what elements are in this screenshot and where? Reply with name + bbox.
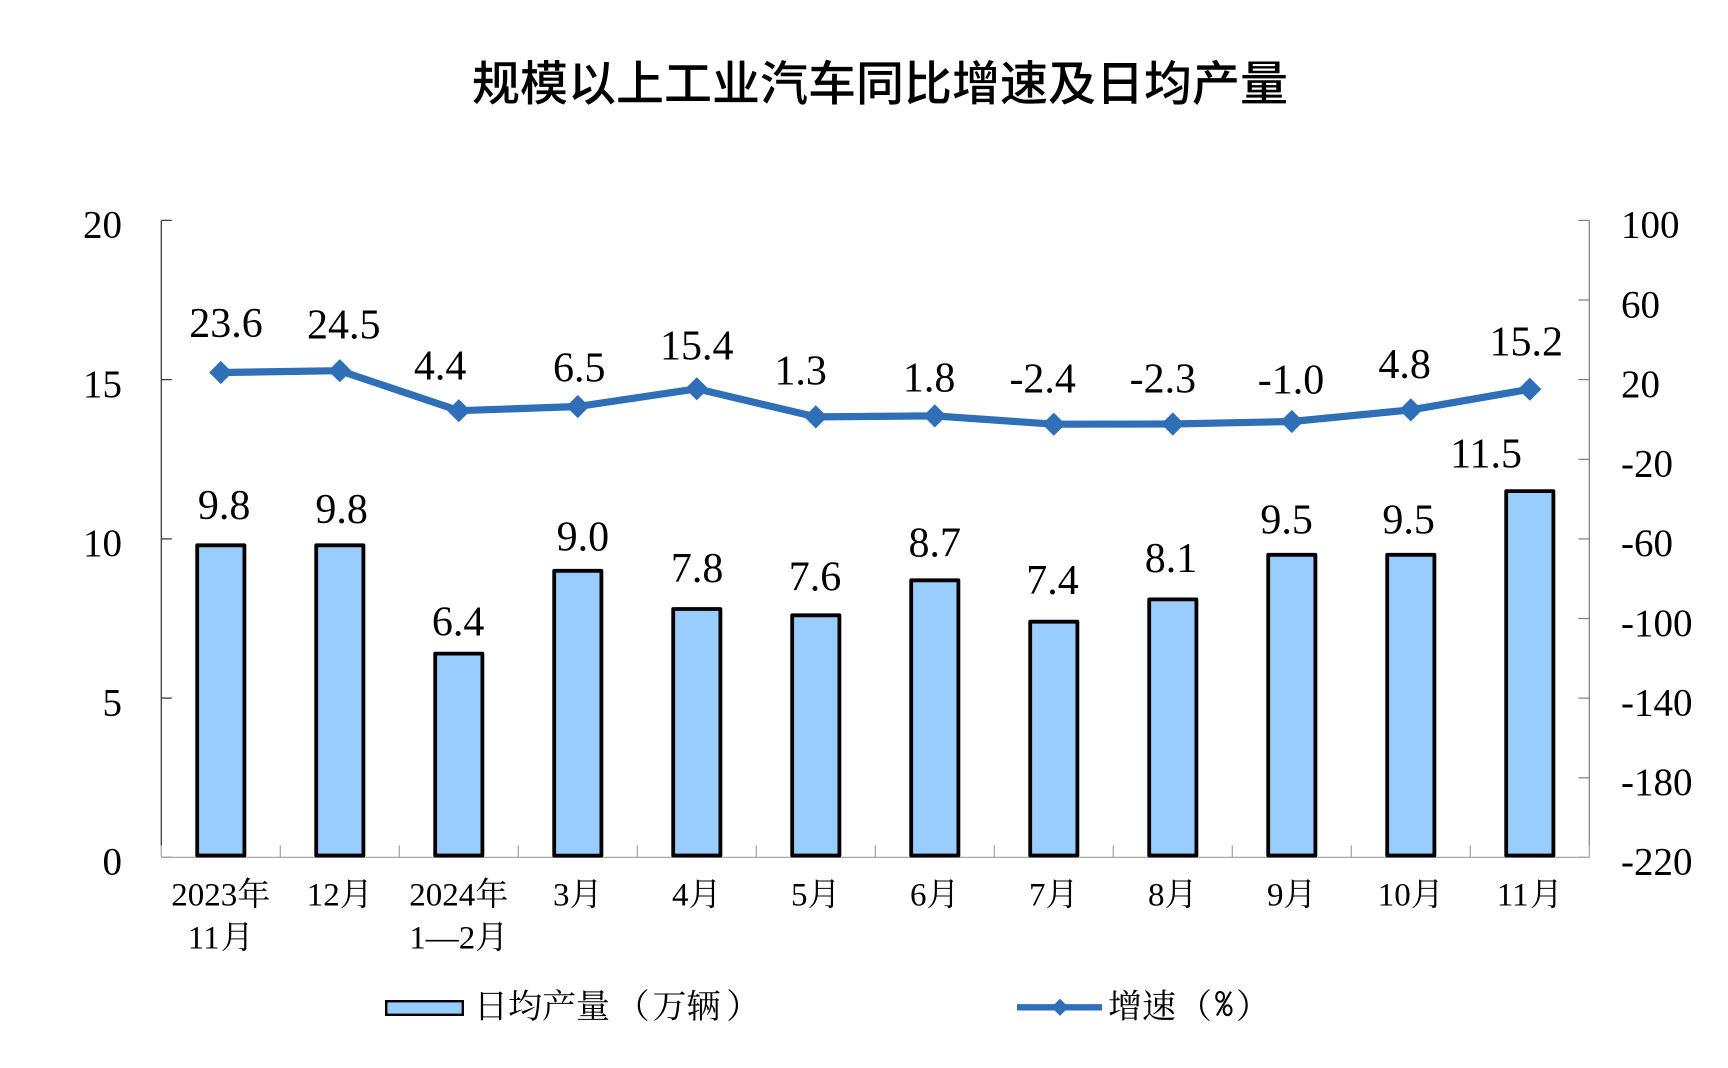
svg-text:5: 5: [103, 681, 123, 724]
svg-text:9: 9: [1267, 878, 1284, 914]
svg-text:23.6: 23.6: [189, 301, 263, 347]
svg-text:1.3: 1.3: [774, 349, 827, 395]
svg-text:-220: -220: [1621, 841, 1693, 884]
svg-text:6.5: 6.5: [553, 346, 606, 392]
svg-text:-1.0: -1.0: [1258, 357, 1325, 403]
svg-text:20: 20: [83, 204, 122, 247]
svg-text:4.4: 4.4: [414, 343, 467, 389]
svg-text:15: 15: [83, 363, 122, 406]
svg-text:4.8: 4.8: [1378, 342, 1431, 388]
svg-text:100: 100: [1621, 204, 1680, 247]
svg-text:-140: -140: [1621, 681, 1693, 724]
svg-text:2024: 2024: [409, 878, 475, 914]
svg-text:20: 20: [1621, 363, 1660, 406]
svg-text:-100: -100: [1621, 602, 1693, 645]
svg-text:10: 10: [1378, 878, 1411, 914]
svg-text:8.1: 8.1: [1145, 536, 1198, 582]
svg-text:0: 0: [103, 841, 123, 884]
svg-text:15.4: 15.4: [660, 323, 734, 369]
svg-text:7.6: 7.6: [789, 555, 842, 601]
svg-text:5: 5: [791, 878, 808, 914]
svg-text:12: 12: [307, 878, 340, 914]
svg-text:11: 11: [188, 921, 220, 957]
svg-text:4: 4: [672, 878, 689, 914]
svg-text:-180: -180: [1621, 761, 1693, 804]
svg-text:-2.3: -2.3: [1130, 357, 1197, 403]
svg-text:8: 8: [1148, 878, 1165, 914]
svg-text:9.8: 9.8: [198, 483, 251, 529]
svg-text:11: 11: [1497, 878, 1529, 914]
svg-text:10: 10: [83, 522, 122, 565]
svg-text:2023: 2023: [171, 878, 237, 914]
svg-text:6: 6: [910, 878, 927, 914]
svg-text:-2.4: -2.4: [1009, 356, 1076, 402]
svg-text:7.8: 7.8: [671, 546, 724, 592]
svg-text:-20: -20: [1621, 443, 1673, 486]
svg-text:11.5: 11.5: [1450, 432, 1522, 478]
svg-text:9.8: 9.8: [315, 487, 368, 533]
svg-text:9.5: 9.5: [1260, 497, 1313, 543]
svg-text:60: 60: [1621, 283, 1660, 326]
svg-text:1.8: 1.8: [903, 356, 956, 402]
svg-text:1—2: 1—2: [409, 921, 475, 957]
svg-text:9.5: 9.5: [1382, 497, 1435, 543]
svg-text:8.7: 8.7: [908, 521, 961, 567]
svg-text:6.4: 6.4: [432, 600, 485, 646]
svg-text:3: 3: [553, 878, 570, 914]
svg-text:9.0: 9.0: [557, 514, 610, 560]
svg-text:7.4: 7.4: [1026, 558, 1079, 604]
svg-text:15.2: 15.2: [1489, 319, 1563, 365]
svg-text:-60: -60: [1621, 522, 1673, 565]
svg-text:24.5: 24.5: [307, 303, 381, 349]
svg-text:7: 7: [1029, 878, 1046, 914]
